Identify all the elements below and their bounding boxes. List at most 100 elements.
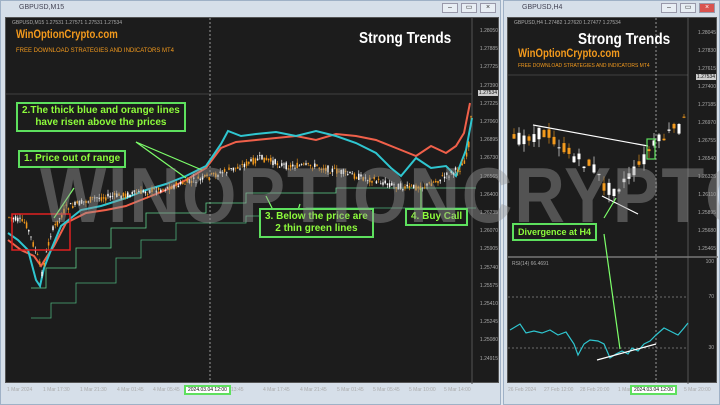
price-label: 1.27400 bbox=[697, 84, 716, 90]
candle bbox=[265, 157, 268, 161]
maximize-button[interactable]: ▭ bbox=[461, 3, 477, 13]
minimize-button[interactable]: – bbox=[661, 3, 677, 13]
candle bbox=[380, 183, 382, 185]
candle bbox=[391, 182, 393, 186]
candle bbox=[190, 181, 193, 183]
price-label: 1.26400 bbox=[479, 191, 498, 198]
candle bbox=[122, 193, 125, 197]
candle bbox=[177, 185, 180, 188]
candle bbox=[230, 168, 232, 169]
candle bbox=[32, 242, 34, 247]
price-label: 1.25080 bbox=[479, 337, 498, 344]
time-label: 27 Feb 12:00 bbox=[544, 387, 574, 393]
price-label: 1.25680 bbox=[697, 228, 716, 234]
rsi-line bbox=[509, 322, 689, 359]
candle bbox=[111, 195, 114, 197]
candle bbox=[366, 180, 369, 181]
brand-logo-text: WinOptionCrypto.com bbox=[518, 46, 620, 60]
candle bbox=[171, 186, 173, 190]
candle bbox=[289, 164, 292, 168]
time-label: 13:45 bbox=[231, 387, 244, 393]
candle bbox=[254, 158, 257, 164]
candle bbox=[459, 170, 461, 172]
candle bbox=[384, 180, 386, 184]
candle bbox=[91, 196, 94, 198]
candle bbox=[129, 194, 131, 198]
candle bbox=[239, 168, 241, 170]
candle bbox=[386, 183, 389, 185]
candle bbox=[430, 183, 433, 187]
candle bbox=[124, 193, 127, 198]
candle bbox=[338, 171, 340, 173]
candle bbox=[468, 141, 470, 148]
close-button[interactable]: × bbox=[699, 3, 715, 13]
close-button[interactable]: × bbox=[480, 3, 496, 13]
candle bbox=[450, 171, 452, 173]
rsi-level-label: 100 bbox=[705, 259, 714, 265]
candle bbox=[96, 197, 98, 199]
thick-blue-line bbox=[7, 117, 473, 289]
candle bbox=[311, 168, 314, 170]
time-label: 1 Mar 17:30 bbox=[43, 387, 70, 393]
price-label: 1.26325 bbox=[697, 174, 716, 180]
tagline: FREE DOWNLOAD STRATEGIES AND INDICATORS … bbox=[518, 63, 650, 69]
price-label: 1.27615 bbox=[697, 66, 716, 72]
candle bbox=[153, 188, 155, 190]
candle bbox=[47, 242, 50, 246]
candle bbox=[421, 187, 424, 189]
price-label: 1.26235 bbox=[479, 210, 498, 216]
candle bbox=[443, 176, 446, 179]
candle bbox=[351, 173, 353, 175]
candle bbox=[164, 189, 166, 191]
candle bbox=[432, 181, 435, 183]
candle bbox=[305, 163, 307, 165]
candle bbox=[98, 197, 100, 199]
minimize-button[interactable]: – bbox=[442, 3, 458, 13]
candle bbox=[182, 181, 184, 184]
candle bbox=[250, 159, 252, 162]
candle bbox=[562, 143, 566, 153]
candle bbox=[102, 197, 105, 199]
candle bbox=[344, 170, 347, 173]
note-3: 3. Below the price are 2 thin green lines bbox=[259, 208, 374, 238]
candle bbox=[241, 164, 243, 165]
price-label: 1.27830 bbox=[697, 48, 716, 54]
time-label: 4 Mar 21:45 bbox=[300, 387, 327, 393]
candle bbox=[572, 156, 576, 163]
note-4: 4. Buy Call bbox=[405, 208, 469, 226]
candle bbox=[252, 157, 254, 165]
candle bbox=[463, 160, 466, 164]
time-label: 1 Mar 21:30 bbox=[80, 387, 107, 393]
chart-canvas bbox=[508, 18, 718, 384]
candle bbox=[408, 185, 411, 188]
note-3-line2: 2 thin green lines bbox=[275, 223, 358, 234]
candle bbox=[632, 166, 636, 176]
candle bbox=[647, 149, 651, 152]
candle bbox=[602, 183, 606, 191]
candle bbox=[682, 116, 686, 118]
candle bbox=[23, 221, 26, 223]
candle bbox=[637, 161, 641, 165]
candle bbox=[69, 203, 72, 205]
candle bbox=[208, 177, 210, 181]
note-2: 2.The thick blue and orange lines have ri… bbox=[16, 102, 186, 132]
candle bbox=[210, 173, 213, 175]
candle bbox=[362, 177, 364, 181]
price-chart-m15[interactable]: GBPUSD,M15 1.27531 1.27571 1.27531 1.275… bbox=[5, 17, 499, 384]
candle bbox=[160, 189, 162, 193]
maximize-button[interactable]: ▭ bbox=[680, 3, 696, 13]
candle bbox=[446, 172, 448, 176]
price-chart-h4[interactable]: GBPUSD,H4 1.27482 1.27620 1.27477 1.2753… bbox=[507, 17, 718, 384]
price-label: 1.28050 bbox=[479, 28, 498, 34]
time-label: 28 Feb 20:00 bbox=[580, 387, 610, 393]
candle bbox=[607, 182, 611, 195]
chart-heading: Strong Trends bbox=[359, 30, 452, 47]
price-label: 1.27390 bbox=[479, 82, 498, 89]
candle bbox=[285, 162, 287, 170]
candle bbox=[162, 188, 164, 190]
candle bbox=[232, 167, 235, 171]
candle bbox=[56, 220, 59, 226]
candle bbox=[168, 186, 171, 191]
candle bbox=[393, 184, 395, 186]
candle bbox=[85, 200, 87, 204]
